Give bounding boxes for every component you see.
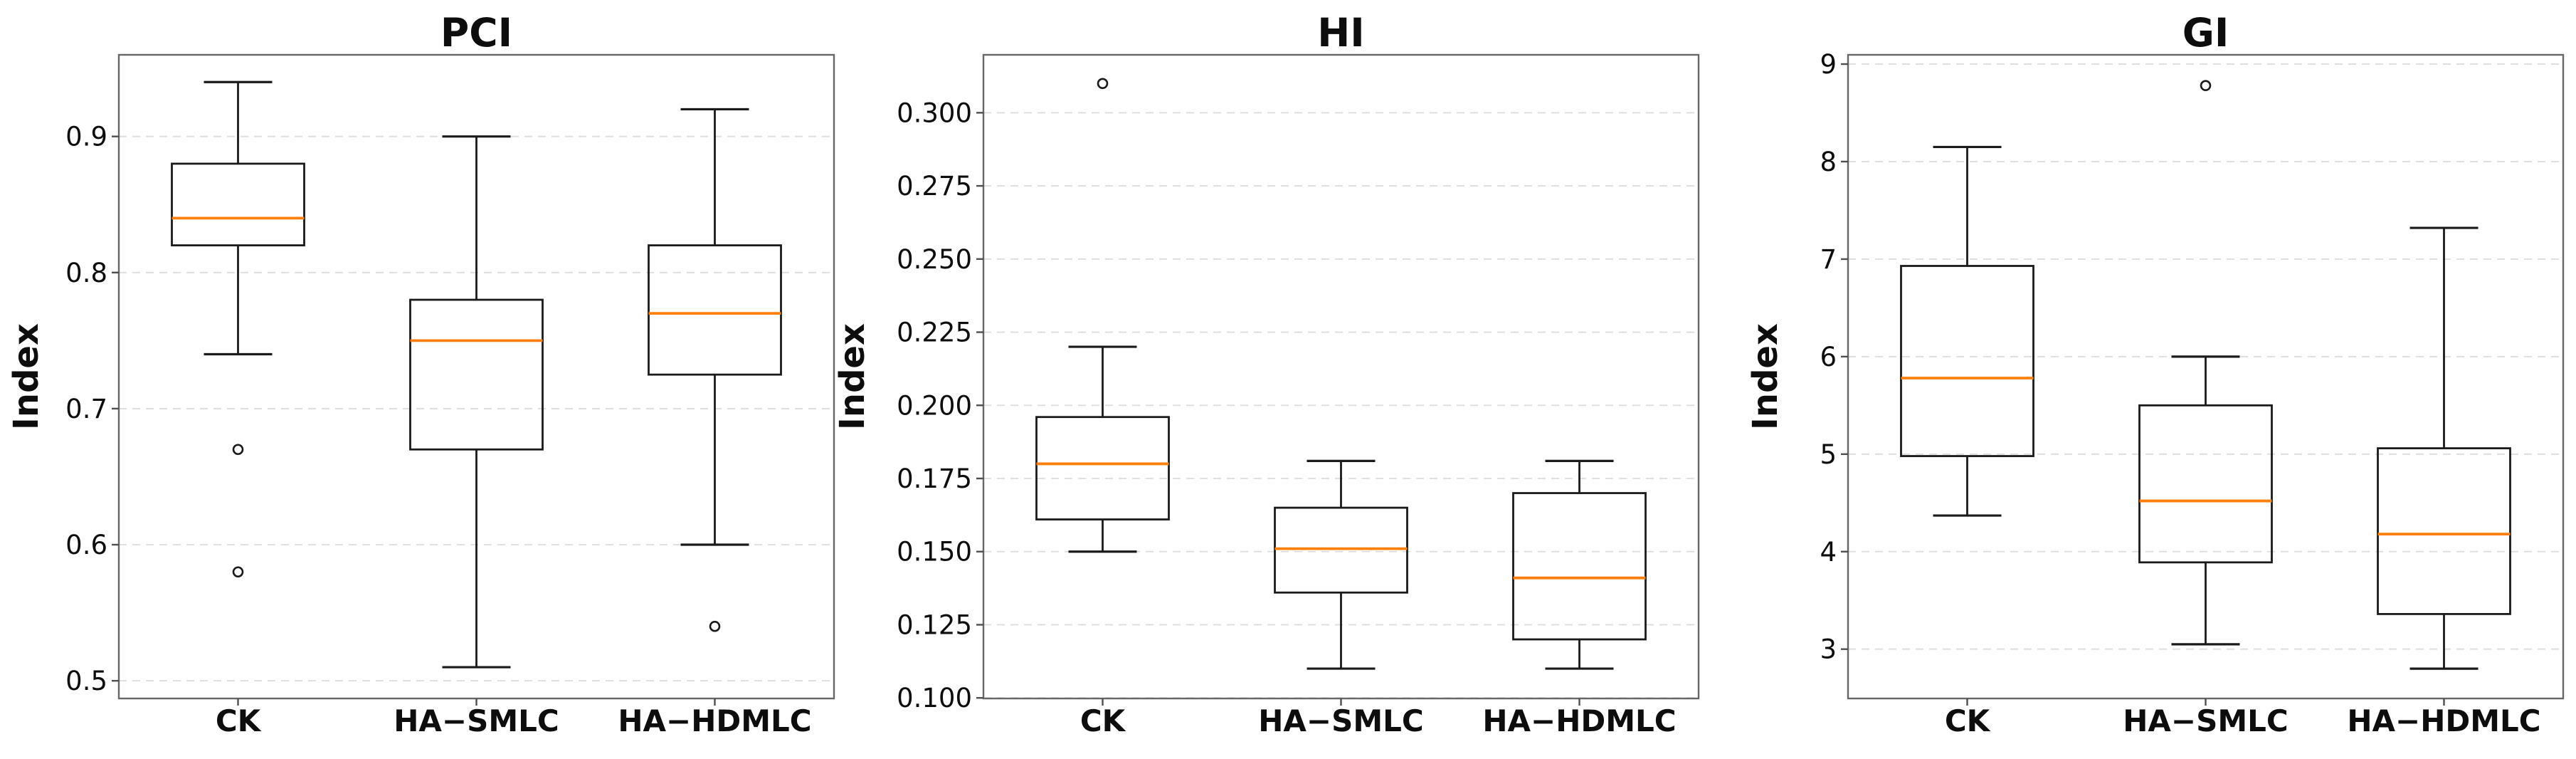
y-tick-label: 0.225 xyxy=(897,318,972,348)
box-group-ha-hdmlc xyxy=(648,108,782,632)
y-tick-label: 6 xyxy=(1820,342,1837,372)
box-group-ck xyxy=(1035,78,1170,553)
y-axis: 0.9 0.8 0.7 0.6 0.5 xyxy=(65,122,119,696)
box-group-ha-smlc xyxy=(409,135,544,669)
y-tick-label: 0.175 xyxy=(897,464,972,494)
box-group-ha-hdmlc xyxy=(1512,459,1647,670)
y-axis: 0.300 0.275 0.250 0.225 0.200 0.175 0.150 0.125… xyxy=(897,98,983,713)
y-axis-label: Index xyxy=(833,323,872,430)
x-tick-label-ha-smlc: HA−SMLC xyxy=(1258,703,1423,738)
y-tick-label: 0.150 xyxy=(897,537,972,567)
iqr-box xyxy=(2377,447,2511,615)
outlier-point xyxy=(2200,80,2212,91)
chart-pci: 0.9 0.8 0.7 0.6 0.5 CK HA−SMLC HA−HDMLC PCI Index xyxy=(6,10,835,738)
box-group-ck xyxy=(1900,145,2034,517)
x-tick-label-ha-hdmlc: HA−HDMLC xyxy=(1482,703,1676,738)
x-tick-label-ha-hdmlc: HA−HDMLC xyxy=(618,703,811,738)
chart-gi: 9 8 7 6 5 4 3 CK HA−SMLC HA−HDMLC GI Index xyxy=(1746,10,2565,738)
y-tick-label: 0.100 xyxy=(897,683,972,713)
x-axis: CK HA−SMLC HA−HDMLC xyxy=(216,698,812,738)
y-tick-label: 5 xyxy=(1820,439,1837,470)
y-tick-label: 0.9 xyxy=(65,122,107,152)
y-tick-label: 0.125 xyxy=(897,609,972,640)
y-tick-label: 3 xyxy=(1820,634,1837,665)
chart-title-hi: HI xyxy=(1317,10,1365,56)
outlier-point xyxy=(1097,78,1109,90)
y-tick-label: 8 xyxy=(1820,147,1837,177)
y-tick-label: 0.250 xyxy=(897,244,972,275)
outlier-point xyxy=(232,444,244,456)
y-tick-label: 0.5 xyxy=(65,666,107,696)
x-tick-label-ck: CK xyxy=(1080,703,1126,738)
outlier-point xyxy=(709,620,721,632)
y-tick-label: 0.275 xyxy=(897,171,972,201)
iqr-box xyxy=(2138,404,2273,564)
y-tick-label: 0.8 xyxy=(65,258,107,288)
x-axis: CK HA−SMLC HA−HDMLC xyxy=(1945,698,2541,738)
x-tick-label-ha-hdmlc: HA−HDMLC xyxy=(2347,703,2540,738)
box-group-ha-smlc xyxy=(1274,459,1408,670)
y-tick-label: 0.6 xyxy=(65,530,107,560)
y-tick-label: 7 xyxy=(1820,244,1837,275)
x-tick-label-ck: CK xyxy=(1945,703,1991,738)
y-axis-label: Index xyxy=(1746,323,1785,430)
y-tick-label: 0.200 xyxy=(897,390,972,421)
outlier-point xyxy=(232,566,244,578)
iqr-box xyxy=(1900,265,2034,457)
y-tick-label: 0.300 xyxy=(897,98,972,128)
iqr-box xyxy=(1035,416,1170,520)
y-tick-label: 9 xyxy=(1820,49,1837,80)
x-axis: CK HA−SMLC HA−HDMLC xyxy=(1080,698,1677,738)
box-group-ha-hdmlc xyxy=(2377,226,2511,670)
x-tick-label-ha-smlc: HA−SMLC xyxy=(2123,703,2288,738)
iqr-box xyxy=(1274,506,1408,594)
x-tick-label-ck: CK xyxy=(216,703,262,738)
x-tick-label-ha-smlc: HA−SMLC xyxy=(394,703,559,738)
iqr-box xyxy=(1512,492,1647,641)
y-tick-label: 0.7 xyxy=(65,394,107,424)
y-tick-label: 4 xyxy=(1820,537,1837,567)
iqr-box xyxy=(409,298,544,451)
box-group-ck xyxy=(171,80,305,578)
box-group-ha-smlc xyxy=(2138,80,2273,646)
y-axis: 9 8 7 6 5 4 3 xyxy=(1820,49,1848,665)
iqr-box xyxy=(171,162,305,246)
chart-title-pci: PCI xyxy=(440,10,512,56)
chart-hi: 0.300 0.275 0.250 0.225 0.200 0.175 0.150 0.125… xyxy=(833,10,1700,738)
y-axis-label: Index xyxy=(6,323,46,430)
chart-title-gi: GI xyxy=(2182,10,2229,56)
iqr-box xyxy=(648,244,782,376)
